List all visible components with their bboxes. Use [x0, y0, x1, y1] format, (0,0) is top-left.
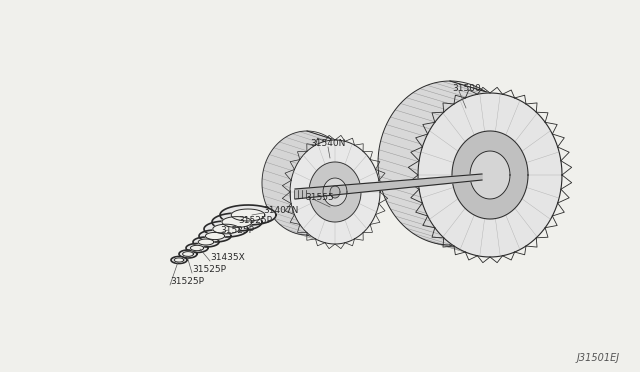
Polygon shape [452, 131, 528, 219]
Polygon shape [179, 250, 197, 258]
Polygon shape [198, 239, 214, 245]
Polygon shape [213, 224, 239, 234]
Polygon shape [470, 151, 510, 199]
Polygon shape [212, 213, 262, 231]
Polygon shape [295, 174, 482, 199]
Polygon shape [330, 186, 340, 198]
Text: 31525P: 31525P [238, 215, 272, 224]
Text: 31435X: 31435X [210, 253, 244, 263]
Polygon shape [290, 140, 380, 244]
Text: 31540N: 31540N [310, 138, 346, 148]
Polygon shape [323, 178, 347, 206]
Text: 31525P: 31525P [192, 266, 226, 275]
Text: 31555: 31555 [305, 192, 333, 202]
Polygon shape [204, 221, 248, 237]
Polygon shape [418, 93, 562, 257]
Polygon shape [199, 230, 231, 242]
Polygon shape [309, 162, 361, 222]
Polygon shape [186, 244, 208, 253]
Polygon shape [222, 217, 252, 227]
Polygon shape [205, 232, 225, 240]
Text: 31407N: 31407N [263, 205, 298, 215]
Polygon shape [182, 251, 193, 256]
Text: 31525P: 31525P [170, 278, 204, 286]
Text: 31525P: 31525P [220, 225, 254, 234]
Text: J31501EJ: J31501EJ [577, 353, 620, 363]
Polygon shape [262, 131, 380, 244]
Polygon shape [191, 245, 204, 251]
Text: 31500: 31500 [452, 83, 481, 93]
Polygon shape [378, 81, 562, 257]
Polygon shape [220, 205, 276, 225]
Polygon shape [193, 237, 219, 247]
Polygon shape [171, 257, 187, 263]
Polygon shape [231, 209, 265, 221]
Polygon shape [174, 258, 184, 262]
